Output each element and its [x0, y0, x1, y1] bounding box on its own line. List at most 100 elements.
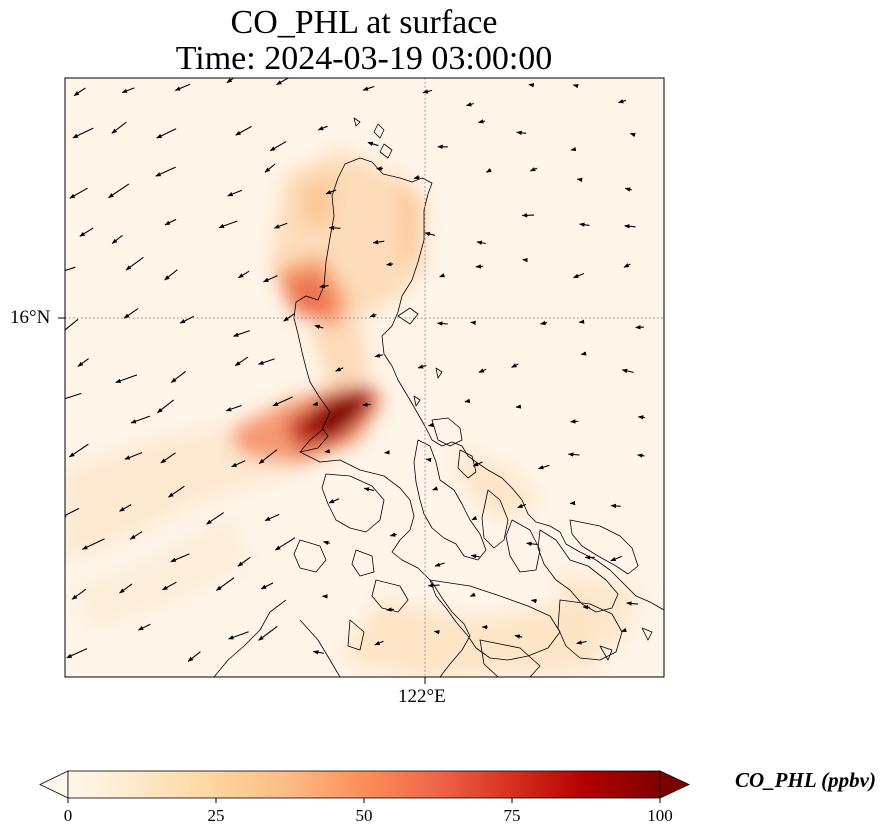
wind-vector-arrow [367, 141, 379, 147]
wind-vector-arrow [572, 272, 585, 279]
wind-vector-arrow [65, 266, 76, 272]
wind-vector-arrow [515, 404, 522, 409]
wind-vector-arrow [637, 415, 646, 420]
wind-vector-arrow [610, 555, 623, 562]
wind-vector-arrow [66, 648, 88, 659]
wind-vector-arrow [274, 537, 296, 551]
wind-vector-arrow [260, 582, 274, 590]
wind-vector-arrow [374, 640, 384, 646]
wind-vector-arrow [372, 239, 385, 245]
wind-vector-arrow [511, 363, 519, 368]
wind-vector-arrow [227, 189, 243, 197]
map-frame [64, 77, 665, 678]
title-line-1: CO_PHL at surface [230, 4, 498, 41]
wind-vector-arrow [121, 87, 135, 94]
wind-vector-arrow [432, 486, 439, 491]
wind-vector-arrow [386, 607, 394, 612]
wind-vector-arrow [620, 627, 627, 633]
title-line-2: Time: 2024-03-19 03:00:00 [175, 40, 553, 77]
colorbar-extend-high [659, 770, 690, 799]
wind-vector-arrow [237, 270, 250, 279]
wind-vector-arrow [157, 399, 175, 414]
wind-vector-arrow [232, 330, 250, 337]
colorbar-ticks [67, 798, 661, 803]
wind-vector-arrow [79, 227, 94, 237]
latitude-tick-label: 16°N [10, 307, 51, 328]
wind-vector-arrow [362, 85, 375, 91]
wind-vector-arrow [174, 83, 191, 91]
wind-vector-arrow [312, 650, 324, 655]
wind-vector-arrow [424, 231, 436, 237]
wind-vector-arrow [168, 485, 185, 498]
wind-vector-arrow [485, 168, 492, 173]
wind-vector-arrow [125, 256, 144, 271]
wind-vector-arrow [433, 630, 440, 635]
wind-vector-arrow [570, 146, 577, 152]
wind-vector-arrow [427, 422, 434, 427]
wind-vector-arrow [312, 401, 319, 406]
wind-vector-arrow [226, 78, 235, 84]
wind-vector-arrow [325, 189, 337, 195]
wind-vector-arrow [119, 583, 133, 594]
wind-vector-arrow [328, 498, 340, 504]
wind-vector-arrow [276, 78, 290, 86]
wind-vector-arrow [111, 121, 127, 134]
wind-vector-arrow [258, 358, 275, 365]
wind-vector-arrow [476, 240, 486, 245]
wind-vector-arrow [162, 581, 177, 591]
wind-vector-arrow [369, 312, 377, 318]
wind-vector-arrow [137, 623, 151, 631]
wind-vector-arrow [529, 167, 538, 172]
wind-vector-arrow [235, 125, 252, 136]
wind-vector-arrow [471, 515, 478, 521]
wind-vector-arrow [170, 553, 190, 563]
wind-vector-arrow [68, 443, 89, 458]
wind-vector-arrow [108, 183, 130, 199]
wind-vector-arrow [477, 119, 485, 124]
colorbar-gradient [67, 770, 661, 799]
wind-vector-arrow [540, 320, 548, 326]
wind-vector-arrow [215, 577, 235, 591]
wind-vector-arrow [77, 358, 89, 367]
wind-vector-arrow [160, 452, 176, 464]
wind-vector-arrow [623, 263, 631, 268]
wind-vector-arrow [470, 554, 480, 559]
wind-vector-arrow [526, 541, 538, 547]
concentration-field [65, 150, 640, 677]
wind-vector-arrow [130, 415, 151, 424]
wind-vector-arrow [263, 275, 278, 283]
wind-vector-arrow [170, 370, 187, 383]
wind-vector-arrow [478, 368, 487, 373]
wind-vector-arrow [124, 452, 143, 460]
wind-vector-arrow [314, 324, 324, 329]
wind-vector-arrow [528, 83, 535, 88]
wind-vector-arrow [572, 84, 579, 89]
wind-vector-arrow [530, 598, 537, 604]
wind-vector-arrow [258, 625, 278, 641]
wind-vector-arrow [73, 87, 86, 97]
colorbar-tick-label: 25 [207, 806, 225, 825]
wind-vector-arrow [636, 453, 645, 458]
wind-vector-arrow [328, 225, 341, 231]
wind-vector-arrow [386, 261, 394, 267]
colorbar-tick-label: 100 [647, 806, 673, 825]
wind-vector-arrow [469, 592, 476, 597]
coastlines [213, 117, 664, 677]
wind-vector-arrow [425, 457, 432, 463]
wind-vector-arrow [164, 269, 178, 281]
wind-vector-arrow [65, 392, 82, 400]
wind-vector-arrow [111, 234, 123, 244]
wind-vector-arrow [472, 461, 483, 467]
wind-vector-arrow [81, 538, 105, 550]
wind-vector-arrow [264, 513, 280, 522]
wind-vector-arrow [464, 398, 471, 403]
wind-vector-arrow [228, 631, 249, 640]
wind-vector-arrow [155, 166, 176, 177]
wind-vector-arrow [363, 487, 375, 492]
wind-vector-arrow [389, 532, 397, 537]
longitude-tick-label: 122°E [398, 686, 446, 707]
wind-vector-arrow [629, 132, 636, 138]
colorbar-label: CO_PHL (ppbv) [735, 768, 876, 792]
wind-vector-arrow [179, 315, 195, 324]
wind-vector-arrow [624, 187, 632, 192]
